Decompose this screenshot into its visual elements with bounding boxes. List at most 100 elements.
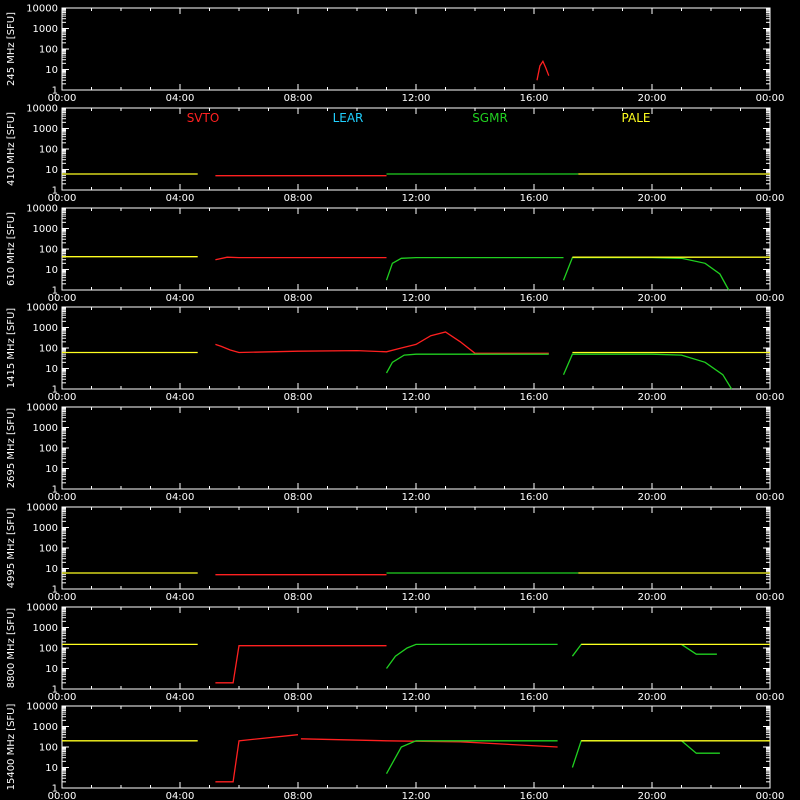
x-tick-label: 04:00 (166, 392, 195, 403)
y-tick-label: 10 (45, 65, 58, 76)
x-tick-label: 16:00 (520, 692, 549, 703)
y-tick-label: 10 (45, 364, 58, 375)
legend-sgmr: SGMR (472, 111, 508, 125)
x-tick-label: 00:00 (48, 592, 77, 603)
panel-frame (61, 107, 771, 191)
y-axis-label: 410 MHz [SFU] (6, 112, 17, 186)
x-tick-label: 00:00 (48, 193, 77, 204)
x-tick-label: 16:00 (520, 492, 549, 503)
x-tick-label: 00:00 (48, 692, 77, 703)
series-line-sgmr (385, 353, 549, 374)
y-tick-label: 10 (45, 564, 58, 575)
y-tick-label: 1 (52, 585, 58, 596)
x-tick-label: 00:00 (756, 193, 785, 204)
y-tick-label: 1000 (33, 323, 58, 334)
x-tick-label: 08:00 (284, 692, 313, 703)
x-tick-label: 20:00 (638, 293, 667, 304)
y-tick-label: 1 (52, 485, 58, 496)
x-tick-label: 04:00 (166, 592, 195, 603)
legend-pale: PALE (622, 111, 651, 125)
series-line-sgmr (571, 740, 720, 768)
x-tick-label: 12:00 (402, 492, 431, 503)
y-tick-label: 100 (39, 644, 58, 655)
legend-svto: SVTO (187, 111, 220, 125)
x-tick-label: 00:00 (756, 592, 785, 603)
x-tick-label: 20:00 (638, 392, 667, 403)
y-tick-label: 100 (39, 544, 58, 555)
y-tick-label: 10000 (26, 4, 58, 15)
x-tick-label: 12:00 (402, 791, 431, 800)
panel-frame (61, 207, 771, 291)
y-axis-label: 1415 MHz [SFU] (6, 308, 17, 389)
x-tick-label: 20:00 (638, 692, 667, 703)
y-tick-label: 100 (39, 245, 58, 256)
y-tick-label: 1 (52, 86, 58, 97)
x-tick-label: 12:00 (402, 592, 431, 603)
y-tick-label: 100 (39, 344, 58, 355)
x-tick-label: 12:00 (402, 93, 431, 104)
y-tick-label: 10000 (26, 503, 58, 514)
y-tick-label: 10 (45, 763, 58, 774)
y-axis-label: 4995 MHz [SFU] (6, 508, 17, 589)
y-tick-label: 100 (39, 743, 58, 754)
x-tick-label: 08:00 (284, 592, 313, 603)
x-tick-label: 04:00 (166, 293, 195, 304)
x-tick-label: 08:00 (284, 293, 313, 304)
y-tick-label: 10000 (26, 403, 58, 414)
x-tick-label: 04:00 (166, 791, 195, 800)
y-tick-label: 1000 (33, 24, 58, 35)
y-tick-label: 1000 (33, 623, 58, 634)
panel-frame (61, 705, 771, 789)
y-tick-label: 1 (52, 186, 58, 197)
x-tick-label: 20:00 (638, 592, 667, 603)
x-tick-label: 04:00 (166, 193, 195, 204)
series-line-sgmr (562, 256, 730, 291)
y-tick-label: 1 (52, 286, 58, 297)
series-line-svto (215, 645, 387, 684)
y-tick-label: 1 (52, 685, 58, 696)
x-tick-label: 00:00 (756, 93, 785, 104)
x-tick-label: 20:00 (638, 791, 667, 800)
y-tick-label: 100 (39, 145, 58, 156)
y-tick-label: 1000 (33, 224, 58, 235)
x-tick-label: 00:00 (756, 791, 785, 800)
x-tick-label: 16:00 (520, 193, 549, 204)
y-axis-label: 245 MHz [SFU] (6, 12, 17, 86)
x-tick-label: 00:00 (756, 692, 785, 703)
y-tick-label: 1 (52, 784, 58, 795)
x-tick-label: 00:00 (756, 293, 785, 304)
legend-lear: LEAR (333, 111, 364, 125)
y-tick-label: 10 (45, 664, 58, 675)
x-tick-label: 12:00 (402, 392, 431, 403)
y-tick-label: 10000 (26, 104, 58, 115)
y-tick-label: 10000 (26, 204, 58, 215)
x-tick-label: 00:00 (756, 392, 785, 403)
y-tick-label: 1 (52, 385, 58, 396)
panel-frame (61, 606, 771, 690)
series-line-sgmr (385, 256, 564, 281)
y-tick-label: 1000 (33, 523, 58, 534)
y-tick-label: 100 (39, 444, 58, 455)
x-tick-label: 00:00 (756, 492, 785, 503)
series-line-svto (215, 256, 387, 261)
y-tick-label: 10 (45, 464, 58, 475)
y-axis-label: 2695 MHz [SFU] (6, 408, 17, 489)
y-axis-label: 15400 MHz [SFU] (6, 704, 17, 791)
y-tick-label: 10000 (26, 303, 58, 314)
series-line-sgmr (562, 353, 733, 390)
x-tick-label: 08:00 (284, 193, 313, 204)
x-tick-label: 16:00 (520, 791, 549, 800)
x-tick-label: 00:00 (48, 791, 77, 800)
y-tick-label: 1000 (33, 124, 58, 135)
y-tick-label: 100 (39, 45, 58, 56)
x-tick-label: 12:00 (402, 193, 431, 204)
x-tick-label: 20:00 (638, 193, 667, 204)
x-tick-label: 04:00 (166, 93, 195, 104)
series-line-svto (215, 331, 549, 354)
series-line-sgmr (385, 643, 558, 669)
x-tick-label: 08:00 (284, 791, 313, 800)
series-line-svto (536, 59, 550, 81)
x-tick-label: 08:00 (284, 93, 313, 104)
y-axis-label: 610 MHz [SFU] (6, 212, 17, 286)
